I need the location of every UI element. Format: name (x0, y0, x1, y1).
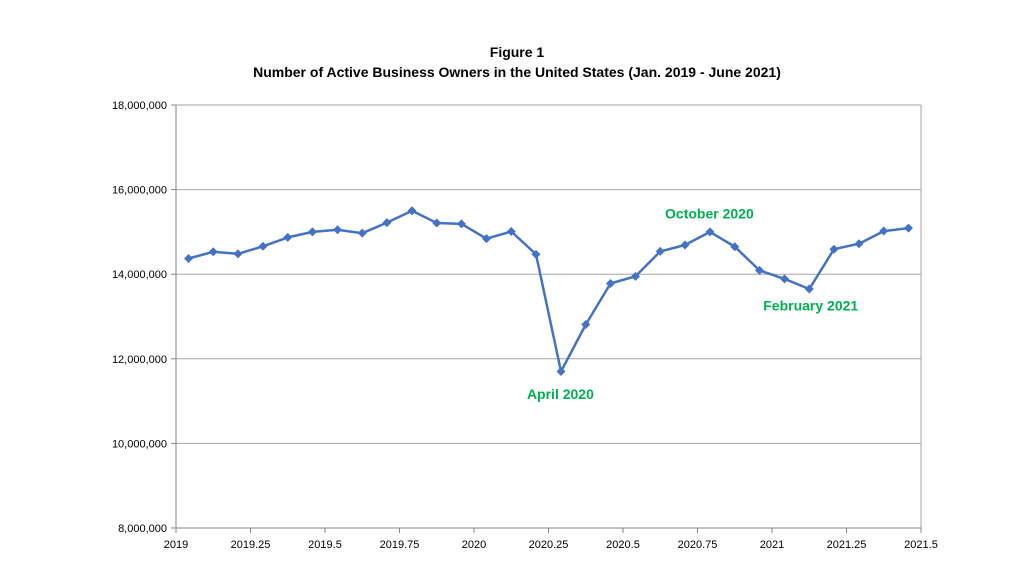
data-point-marker (903, 223, 913, 233)
chart-subtitle: Number of Active Business Owners in the … (253, 64, 781, 80)
data-point-marker (854, 239, 864, 249)
data-point-marker (482, 234, 492, 244)
x-tick-label: 2019.75 (380, 539, 420, 551)
annotation-label: October 2020 (665, 205, 754, 221)
data-point-marker (879, 226, 889, 236)
data-point-marker (333, 225, 343, 235)
annotation-label: February 2021 (763, 298, 858, 314)
data-point-marker (184, 254, 194, 264)
data-point-marker (705, 227, 715, 237)
data-point-marker (307, 227, 317, 237)
y-axis-tick-labels: 8,000,000 10,000,000 12,000,000 14,000,000 1… (112, 100, 167, 535)
data-point-marker (456, 219, 466, 229)
data-point-marker (208, 247, 218, 257)
data-point-marker (780, 274, 790, 284)
x-tick-label: 2020.75 (678, 539, 718, 551)
data-point-marker (605, 279, 615, 289)
chart-title: Figure 1 (490, 44, 545, 60)
data-point-marker (258, 241, 268, 251)
data-series (184, 206, 913, 376)
data-point-marker (631, 271, 641, 281)
data-point-marker (432, 218, 442, 228)
annotation-label: April 2020 (527, 386, 594, 402)
y-tick-label: 16,000,000 (112, 185, 167, 197)
data-point-marker (233, 249, 243, 259)
series-line (188, 209, 909, 373)
x-tick-label: 2020.25 (529, 539, 569, 551)
y-tick-label: 8,000,000 (118, 523, 167, 535)
data-point-marker (382, 218, 392, 228)
data-point-marker (283, 232, 293, 242)
data-point-marker (655, 246, 665, 256)
data-point-marker (357, 228, 367, 238)
data-point-marker (804, 284, 814, 294)
y-tick-label: 18,000,000 (112, 100, 167, 112)
data-point-marker (581, 320, 591, 330)
x-tick-label: 2020.5 (606, 539, 640, 551)
data-point-marker (680, 240, 690, 250)
x-tick-label: 2021.5 (904, 539, 938, 551)
data-point-marker (556, 366, 566, 376)
data-point-marker (829, 244, 839, 254)
y-tick-label: 12,000,000 (112, 354, 167, 366)
y-tick-label: 14,000,000 (112, 269, 167, 281)
x-tick-label: 2019 (164, 539, 188, 551)
x-tick-label: 2019.25 (231, 539, 271, 551)
axes (171, 104, 922, 533)
data-point-marker (506, 226, 516, 236)
x-tick-label: 2021.25 (827, 539, 867, 551)
data-point-marker (754, 265, 764, 275)
x-tick-label: 2021 (760, 539, 784, 551)
gridlines (176, 104, 922, 528)
annotations: October 2020 February 2021 April 2020 (527, 205, 858, 402)
data-point-marker (531, 249, 541, 259)
x-axis-tick-labels: 2019 2019.25 2019.5 2019.75 2020 2020.25 2020.… (164, 539, 938, 551)
x-tick-label: 2019.5 (308, 539, 342, 551)
x-tick-label: 2020 (462, 539, 486, 551)
y-tick-label: 10,000,000 (112, 438, 167, 450)
data-point-marker (407, 206, 417, 216)
data-point-marker (730, 242, 740, 252)
